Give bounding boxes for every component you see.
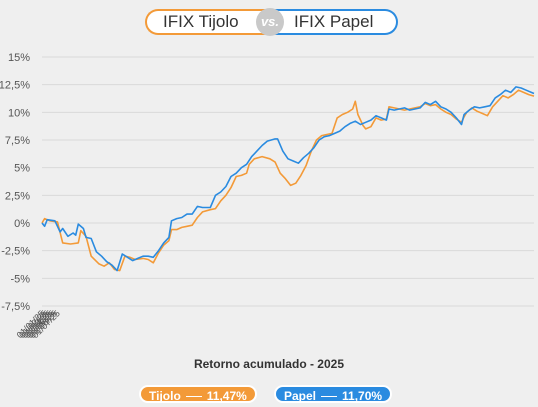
y-tick-label: 2,5% — [5, 190, 30, 202]
legend-tijolo-name: Tijolo — [149, 389, 181, 403]
y-tick-label: -7,5% — [1, 301, 30, 313]
legend-tijolo-value: 11,47% — [206, 389, 247, 403]
title-papel: IFIX Papel — [268, 9, 398, 35]
y-tick-label: 7,5% — [5, 135, 30, 147]
legend-papel-value: 11,70% — [342, 389, 383, 403]
legend-tijolo-separator — [185, 396, 202, 398]
y-tick-label: 5% — [14, 163, 30, 175]
x-axis-tick-labels: 01/01/2501/02/2501/03/2501/04/2501/05/25… — [15, 308, 62, 340]
vs-badge: vs. — [256, 8, 284, 36]
legend-papel-name: Papel — [284, 389, 317, 403]
y-tick-label: -5% — [10, 273, 30, 285]
series-line-papel — [41, 86, 535, 272]
legend-papel: Papel 11,70% — [274, 385, 393, 403]
series-lines — [41, 86, 535, 272]
legend-tijolo: Tijolo 11,47% — [139, 385, 257, 403]
y-axis-tick-labels: -7,5% -5% -2,5% 0% 2,5% 5% 7,5% 10% 12,5% 15% — [0, 52, 30, 313]
y-tick-label: 12,5% — [0, 80, 30, 92]
y-tick-label: 0% — [14, 218, 30, 230]
title-papel-label: IFIX Papel — [294, 12, 374, 31]
series-line-tijolo — [41, 89, 535, 272]
grid-lines — [42, 56, 534, 307]
legend-papel-separator — [321, 396, 338, 398]
chart-subtitle: Retorno acumulado - 2025 — [193, 357, 345, 371]
title-tijolo-label: IFIX Tijolo — [163, 12, 239, 31]
y-tick-label: -2,5% — [1, 246, 30, 258]
y-tick-label: 10% — [8, 107, 30, 119]
y-tick-label: 15% — [8, 52, 30, 64]
